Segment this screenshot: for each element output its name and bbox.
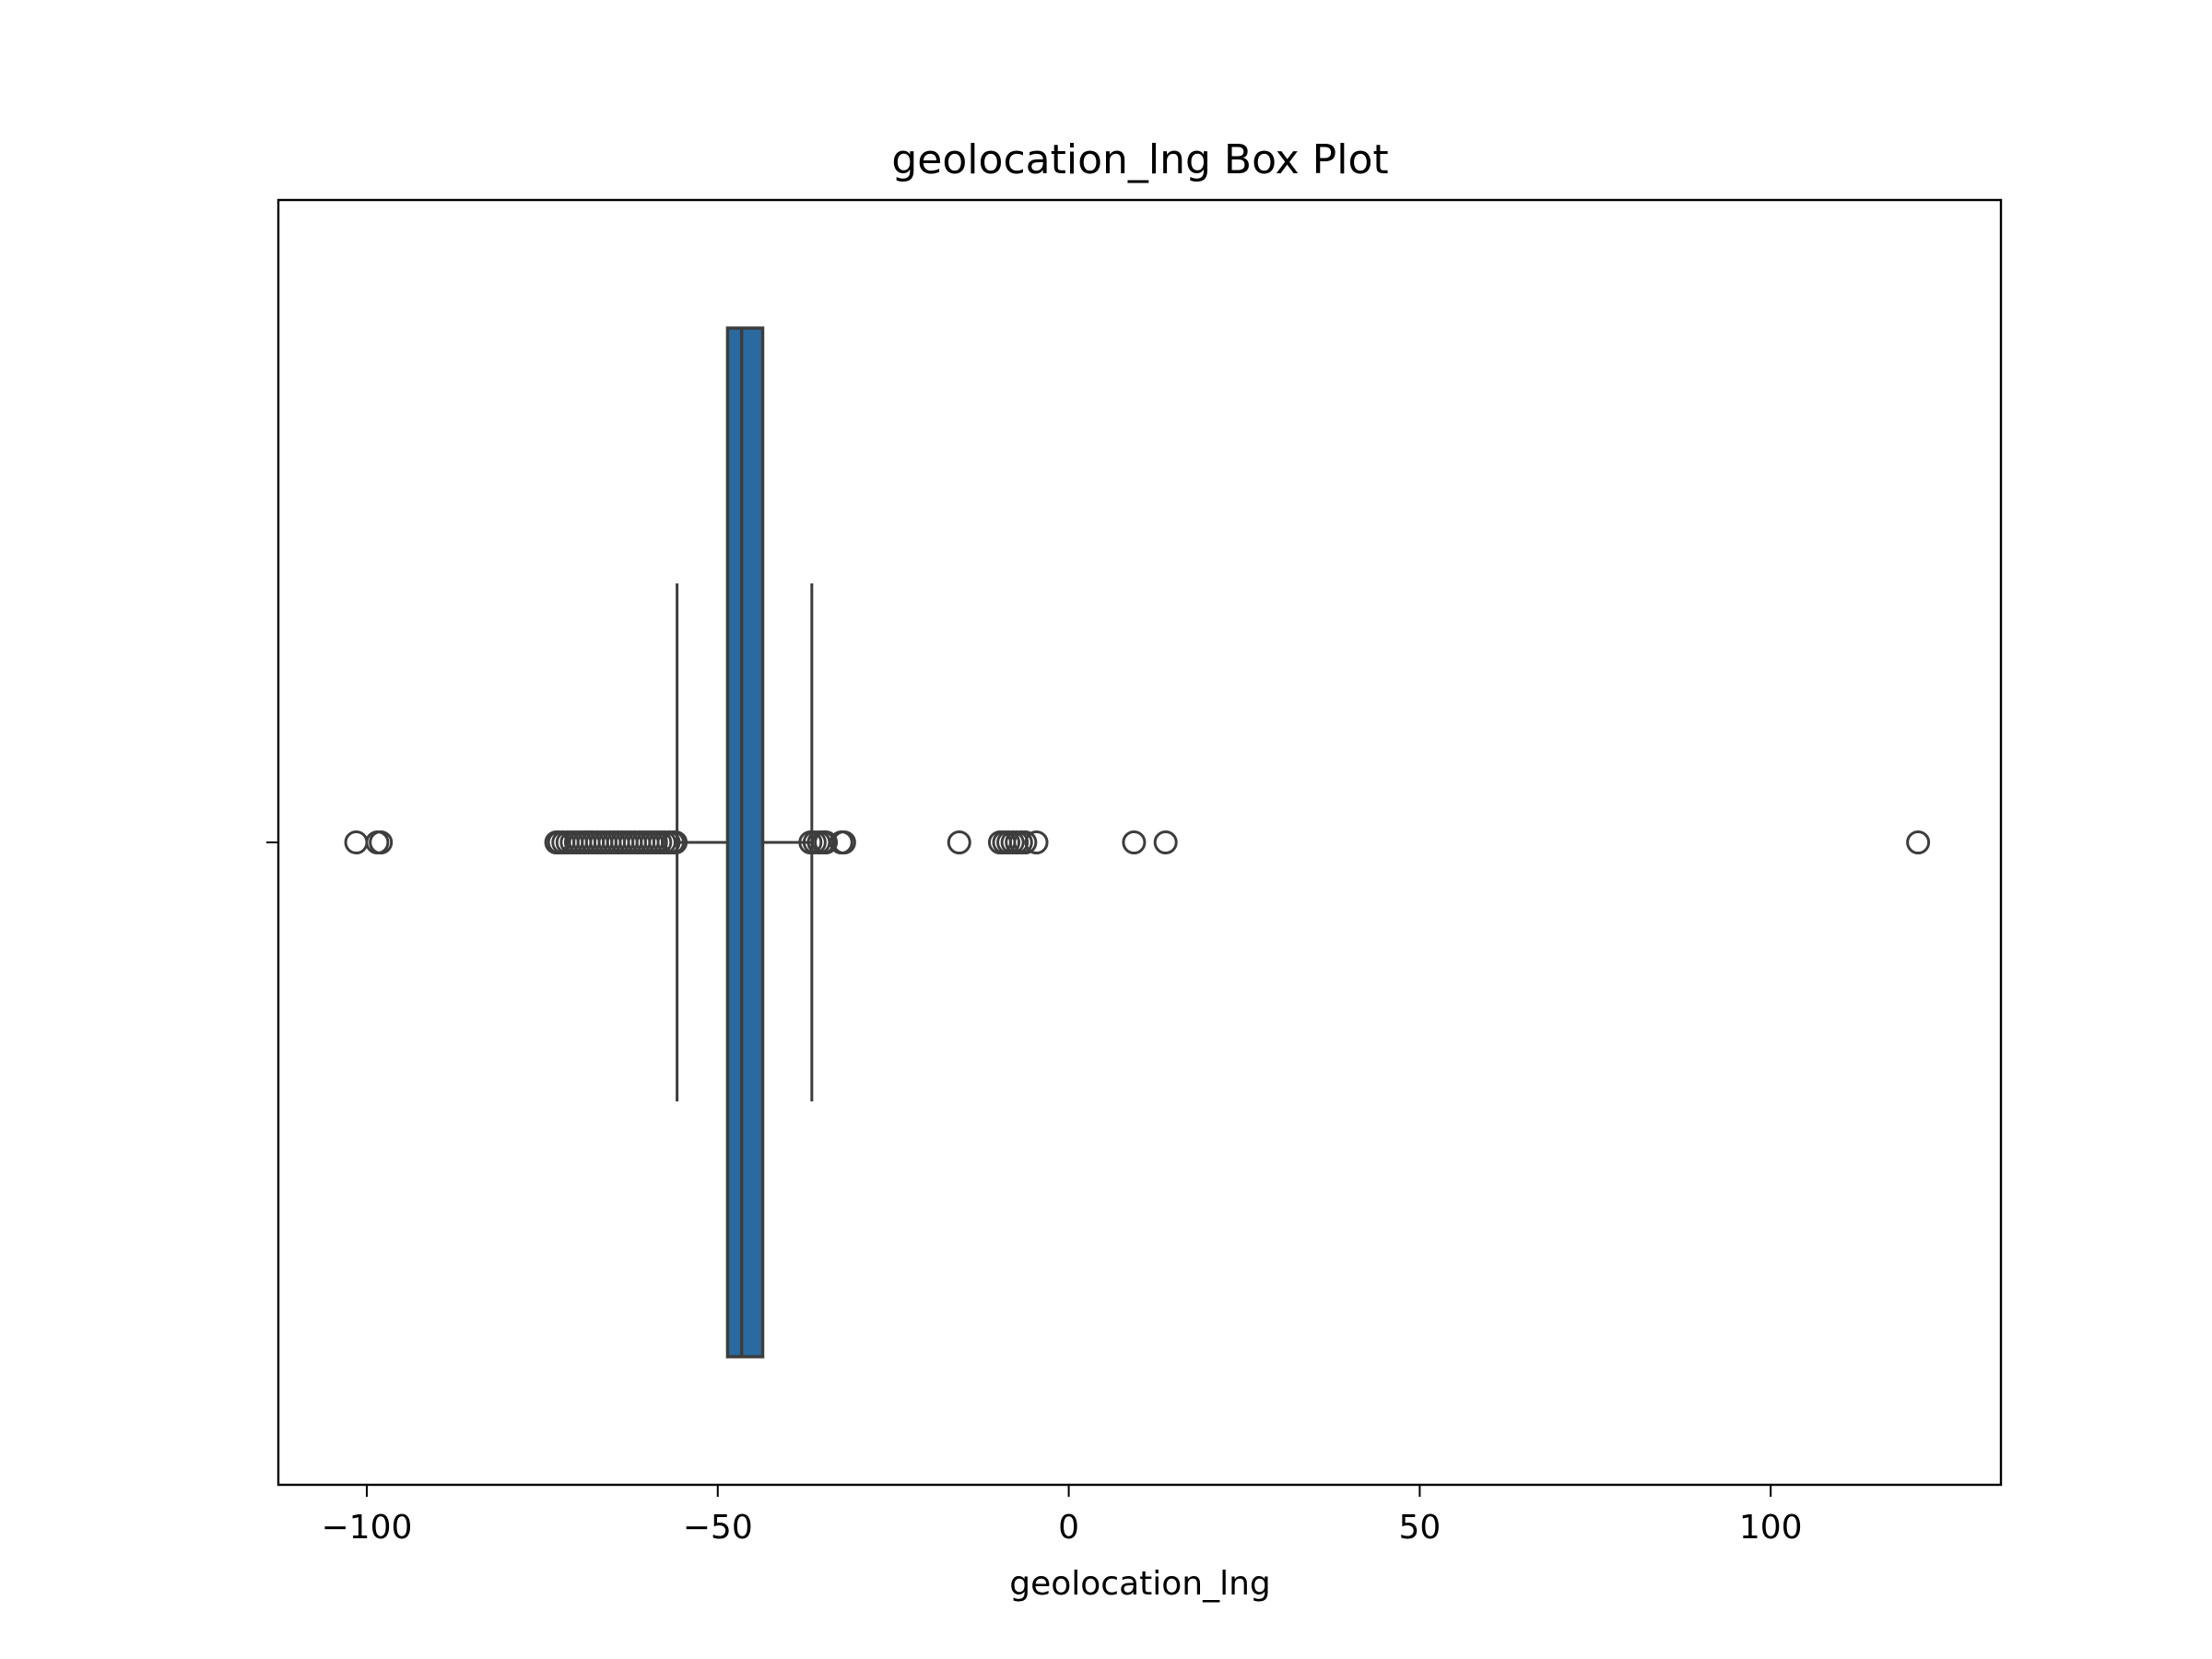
plot-area <box>344 326 1931 1359</box>
outlier-point <box>1153 830 1178 854</box>
x-axis: −100 −50 0 50 100 <box>322 1485 1803 1547</box>
x-tick-label: 100 <box>1739 1509 1803 1547</box>
outlier-point <box>344 830 369 854</box>
outlier-point <box>947 830 971 854</box>
plot-frame <box>276 198 2003 1487</box>
outlier-point <box>664 830 688 854</box>
outlier-point <box>1013 830 1038 854</box>
iqr-box <box>725 326 765 1359</box>
x-tick-label: −100 <box>322 1509 413 1547</box>
x-axis-label: geolocation_lng <box>1009 1565 1271 1603</box>
outlier-point <box>831 830 856 854</box>
x-tick-label: −50 <box>683 1509 753 1547</box>
outlier-point <box>814 830 839 854</box>
outlier-point <box>369 830 394 854</box>
outlier-point <box>1122 830 1147 854</box>
x-tick-label: 0 <box>1058 1509 1079 1547</box>
x-tick-label: 50 <box>1398 1509 1441 1547</box>
outlier-point <box>1024 830 1049 854</box>
chart-title: geolocation_lng Box Plot <box>891 136 1388 183</box>
outlier-point <box>1906 830 1931 854</box>
